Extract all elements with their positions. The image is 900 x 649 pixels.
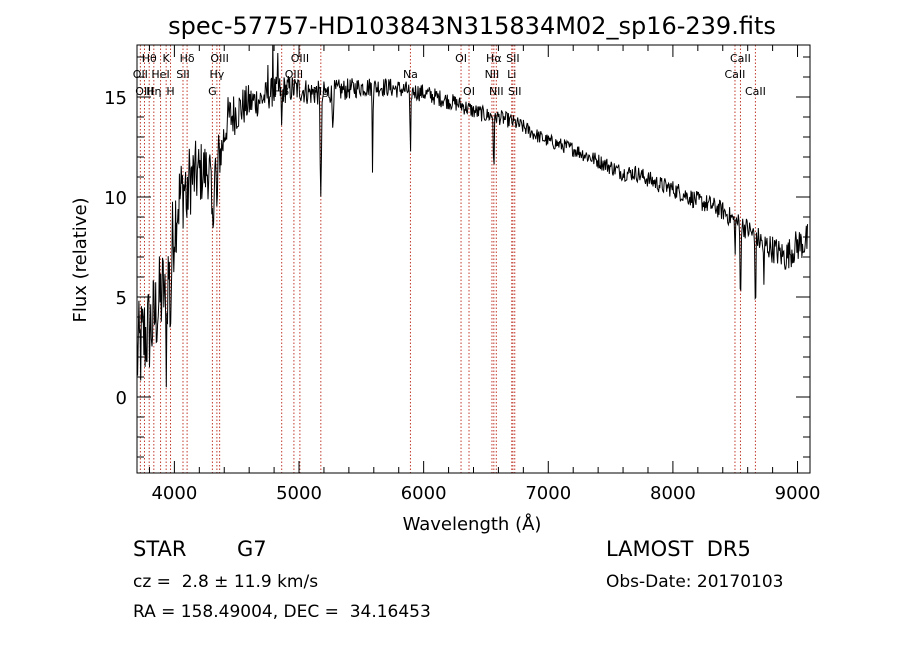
spectral-subclass: G7 bbox=[237, 537, 267, 561]
spectral-line-label: OI bbox=[455, 52, 467, 65]
spectral-line-label: OIII bbox=[285, 68, 303, 81]
spectral-line-label: H bbox=[166, 85, 174, 98]
coordinates: RA = 158.49004, DEC = 34.16453 bbox=[133, 602, 431, 622]
spectral-line-label: Li bbox=[507, 68, 516, 81]
x-tick-label: 4000 bbox=[151, 483, 197, 504]
spectrum-line bbox=[137, 45, 808, 388]
spectral-line-label: SII bbox=[508, 85, 521, 98]
redshift-value: cz = 2.8 ± 11.9 km/s bbox=[133, 572, 319, 592]
spectral-line-label: NII bbox=[485, 68, 500, 81]
spectral-line-label: SII bbox=[506, 52, 519, 65]
spectral-line-label: Hα bbox=[486, 52, 502, 65]
x-tick-label: 7000 bbox=[525, 483, 571, 504]
spectral-line-markers bbox=[139, 45, 756, 473]
object-class: STAR bbox=[133, 537, 187, 561]
x-tick-label: 9000 bbox=[775, 483, 821, 504]
x-tick-label: 8000 bbox=[650, 483, 696, 504]
y-axis: 0 5 10 15 bbox=[104, 56, 810, 458]
x-tick-label: 5000 bbox=[276, 483, 322, 504]
chart-title: spec-57757-HD103843N315834M02_sp16-239.f… bbox=[168, 12, 776, 40]
y-tick-label: 5 bbox=[116, 288, 127, 309]
spectral-line-label: NII bbox=[489, 85, 504, 98]
y-tick-label: 0 bbox=[116, 388, 127, 409]
spectral-line-label: CaII bbox=[730, 52, 751, 65]
x-tick-label: 6000 bbox=[401, 483, 447, 504]
spectral-line-label: OI bbox=[463, 85, 475, 98]
spectral-line-label: HeI bbox=[151, 68, 169, 81]
spectral-line-label: OIII bbox=[291, 52, 309, 65]
spectral-line-label: Hη bbox=[146, 85, 161, 98]
x-axis-label: Wavelength (Å) bbox=[403, 513, 542, 535]
spectral-line-label: OIII bbox=[210, 52, 228, 65]
spectral-line-label: Na bbox=[403, 68, 418, 81]
survey-name: LAMOST DR5 bbox=[606, 537, 751, 561]
x-axis: 4000 5000 6000 7000 8000 9000 bbox=[148, 45, 821, 504]
spectral-line-label: Hθ bbox=[142, 52, 157, 65]
spectral-line-label: CaII bbox=[745, 85, 766, 98]
spectral-line-labels: HθOIIOIIIHηHeIKHSIIHδGHγOIIIHβOIIIOIIIMg… bbox=[133, 52, 766, 98]
spectral-line-label: SII bbox=[176, 68, 189, 81]
y-tick-label: 15 bbox=[104, 88, 127, 109]
spectral-line-label: Hγ bbox=[209, 68, 224, 81]
y-axis-label: Flux (relative) bbox=[70, 197, 91, 322]
spectral-line-label: OII bbox=[133, 68, 148, 81]
y-tick-label: 10 bbox=[104, 188, 127, 209]
spectral-line-label: G bbox=[208, 85, 217, 98]
spectral-line-label: Hδ bbox=[180, 52, 195, 65]
spectral-line-label: K bbox=[163, 52, 171, 65]
spectral-line-label: OIII bbox=[135, 85, 153, 98]
observation-date: Obs-Date: 20170103 bbox=[606, 572, 784, 592]
spectral-line-label: CaII bbox=[725, 68, 746, 81]
